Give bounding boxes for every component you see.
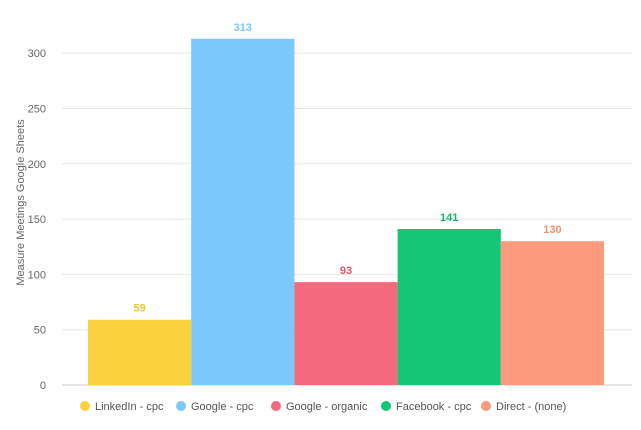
value-label-4: 130 (543, 224, 561, 236)
legend-label-4: Direct - (none) (496, 401, 566, 413)
legend-marker-4 (481, 401, 491, 411)
value-label-1: 313 (234, 22, 252, 34)
y-tick-label: 0 (40, 380, 46, 392)
y-tick-label: 250 (28, 103, 46, 115)
legend-marker-0 (80, 401, 90, 411)
legend-marker-2 (271, 401, 281, 411)
legend-label-3: Facebook - cpc (396, 401, 472, 413)
legend-label-2: Google - organic (286, 401, 368, 413)
value-label-3: 141 (440, 212, 458, 224)
y-axis-label: Measure Meetings Google Sheets (15, 119, 27, 286)
legend-label-0: LinkedIn - cpc (95, 401, 164, 413)
value-labels: 59 313 93 141 130 (133, 22, 561, 315)
value-label-0: 59 (133, 303, 145, 315)
legend-marker-3 (381, 401, 391, 411)
bar-1 (191, 38, 295, 385)
legend-label-1: Google - cpc (191, 401, 254, 413)
bars (88, 38, 604, 385)
bar-2 (294, 282, 398, 385)
bar-3 (397, 229, 501, 385)
y-tick-label: 50 (34, 325, 46, 337)
bar-0 (88, 319, 192, 385)
y-tick-label: 200 (28, 159, 46, 171)
y-tick-label: 100 (28, 269, 46, 281)
value-label-2: 93 (340, 265, 352, 277)
legend-marker-1 (176, 401, 186, 411)
y-tick-label: 150 (28, 214, 46, 226)
legend: LinkedIn - cpc Google - cpc Google - organ… (80, 401, 566, 413)
y-axis-ticks: 0 50 100 150 200 250 300 (28, 48, 46, 392)
bar-4 (500, 241, 604, 385)
y-tick-label: 300 (28, 48, 46, 60)
